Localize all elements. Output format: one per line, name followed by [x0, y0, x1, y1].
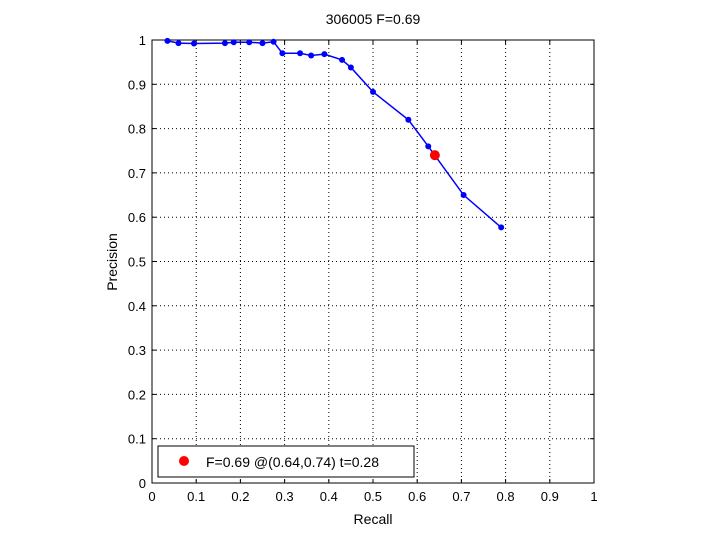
y-tick-label: 0.7 [128, 166, 146, 181]
series-point [308, 52, 315, 59]
y-tick-label: 0.9 [128, 77, 146, 92]
series-point [297, 50, 304, 57]
series-point [259, 40, 266, 47]
y-tick-label: 0.4 [128, 299, 146, 314]
legend: F=0.69 @(0.64,0.74) t=0.28 [157, 445, 415, 478]
x-tick-label: 0.1 [187, 489, 205, 504]
series-point [164, 37, 171, 44]
x-tick-label: 0.5 [364, 489, 382, 504]
series-point [347, 64, 354, 71]
series-point [339, 56, 346, 63]
series-point [460, 192, 467, 199]
x-tick-label: 0.9 [541, 489, 559, 504]
legend-marker [179, 456, 189, 466]
x-tick-label: 0.6 [408, 489, 426, 504]
grid [152, 40, 594, 483]
series-point [370, 88, 376, 95]
y-tick-label: 0.1 [128, 432, 146, 447]
y-tick-label: 0.3 [128, 343, 146, 358]
legend-label: F=0.69 @(0.64,0.74) t=0.28 [206, 454, 379, 470]
series-point [279, 50, 286, 57]
series-point [498, 224, 505, 231]
y-tick-label: 0.6 [128, 210, 146, 225]
x-axis-label: Recall [354, 511, 393, 527]
x-tick-label: 0 [148, 489, 155, 504]
series-point [190, 40, 197, 47]
y-tick-label: 1 [139, 33, 146, 48]
series-layer [164, 37, 505, 231]
y-tick-label: 0.5 [128, 255, 146, 270]
legend-box [157, 445, 415, 478]
series-point [175, 40, 182, 47]
x-tick-label: 0.8 [497, 489, 515, 504]
x-tick-label: 0.3 [276, 489, 294, 504]
series-point [230, 39, 237, 46]
x-tick-label: 1 [590, 489, 597, 504]
x-tick-label: 0.4 [320, 489, 338, 504]
series-point [321, 51, 328, 58]
axis-ticks: 0 0.1 0.2 0.3 0.4 0.5 0.6 0.7 0.8 0.9 1 0 0.1 0.2 0.3 0… [128, 33, 598, 504]
series-point [270, 38, 277, 45]
best-f-point [429, 150, 440, 161]
series-point [405, 116, 412, 123]
series-point [425, 143, 432, 150]
y-tick-label: 0.8 [128, 122, 146, 137]
y-axis-label: Precision [104, 233, 120, 291]
chart-title: 306005 F=0.69 [326, 11, 421, 27]
y-tick-label: 0 [139, 476, 146, 491]
series-point [246, 39, 253, 46]
x-tick-label: 0.7 [452, 489, 470, 504]
series-point [221, 40, 228, 47]
x-tick-label: 0.2 [231, 489, 249, 504]
y-tick-label: 0.2 [128, 387, 146, 402]
